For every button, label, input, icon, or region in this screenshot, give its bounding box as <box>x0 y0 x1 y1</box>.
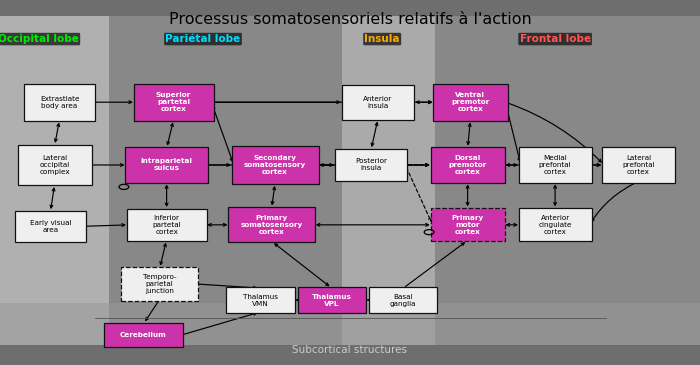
Text: Lateral
occipital
complex: Lateral occipital complex <box>39 155 70 175</box>
Bar <box>0 16 108 345</box>
Text: Cerebellum: Cerebellum <box>120 332 167 338</box>
Text: Medial
prefontal
cortex: Medial prefontal cortex <box>539 155 571 175</box>
Text: Early visual
area: Early visual area <box>29 220 71 233</box>
FancyBboxPatch shape <box>298 287 366 313</box>
FancyBboxPatch shape <box>519 147 592 182</box>
Text: Subcortical structures: Subcortical structures <box>293 345 407 356</box>
Text: Temporo-
parietal
junction: Temporo- parietal junction <box>143 274 176 294</box>
Bar <box>342 16 435 345</box>
Text: Occipital lobe: Occipital lobe <box>0 34 79 44</box>
FancyBboxPatch shape <box>24 84 95 120</box>
FancyBboxPatch shape <box>18 145 92 185</box>
FancyBboxPatch shape <box>335 149 407 181</box>
Text: Extrastiate
body area: Extrastiate body area <box>40 96 79 109</box>
Text: Basal
ganglia: Basal ganglia <box>390 293 416 307</box>
FancyBboxPatch shape <box>228 207 315 242</box>
FancyBboxPatch shape <box>134 84 214 120</box>
FancyBboxPatch shape <box>232 146 318 184</box>
Text: Pariétal lobe: Pariétal lobe <box>165 34 241 44</box>
Bar <box>0 303 700 345</box>
FancyBboxPatch shape <box>342 85 414 120</box>
FancyBboxPatch shape <box>430 147 505 182</box>
Text: Processus somatosensoriels relatifs à l'action: Processus somatosensoriels relatifs à l'… <box>169 12 531 27</box>
Bar <box>435 16 700 345</box>
Text: Primary
motor
cortex: Primary motor cortex <box>452 215 484 235</box>
Text: Lateral
prefontal
cortex: Lateral prefontal cortex <box>622 155 654 175</box>
Text: Ventral
premotor
cortex: Ventral premotor cortex <box>452 92 489 112</box>
FancyBboxPatch shape <box>430 208 505 242</box>
FancyBboxPatch shape <box>121 267 199 301</box>
Text: Thalamus
VMN: Thalamus VMN <box>243 293 278 307</box>
Text: Anterior
insula: Anterior insula <box>363 96 393 109</box>
FancyBboxPatch shape <box>15 211 86 242</box>
Text: Anterior
cingulate
cortex: Anterior cingulate cortex <box>538 215 572 235</box>
Text: Superior
partetal
cortex: Superior partetal cortex <box>156 92 191 112</box>
FancyBboxPatch shape <box>226 287 295 313</box>
Text: Inferior
partetal
cortex: Inferior partetal cortex <box>153 215 181 235</box>
FancyBboxPatch shape <box>433 84 508 120</box>
Text: Thalamus
VPL: Thalamus VPL <box>312 293 351 307</box>
FancyBboxPatch shape <box>602 147 675 182</box>
FancyBboxPatch shape <box>369 287 438 313</box>
Text: Intraparietal
sulcus: Intraparietal sulcus <box>141 158 193 172</box>
FancyBboxPatch shape <box>519 208 592 242</box>
Bar <box>108 16 342 345</box>
Text: Secondary
somatosensory
cortex: Secondary somatosensory cortex <box>244 155 306 175</box>
Text: Frontal lobe: Frontal lobe <box>519 34 591 44</box>
Text: Primary
somatosensory
cortex: Primary somatosensory cortex <box>241 215 302 235</box>
Text: Posterior
insula: Posterior insula <box>355 158 387 172</box>
FancyBboxPatch shape <box>127 209 206 241</box>
Text: Dorsal
premotor
cortex: Dorsal premotor cortex <box>449 155 486 175</box>
FancyBboxPatch shape <box>125 147 208 182</box>
Text: Insula: Insula <box>365 34 400 44</box>
FancyBboxPatch shape <box>104 323 183 347</box>
